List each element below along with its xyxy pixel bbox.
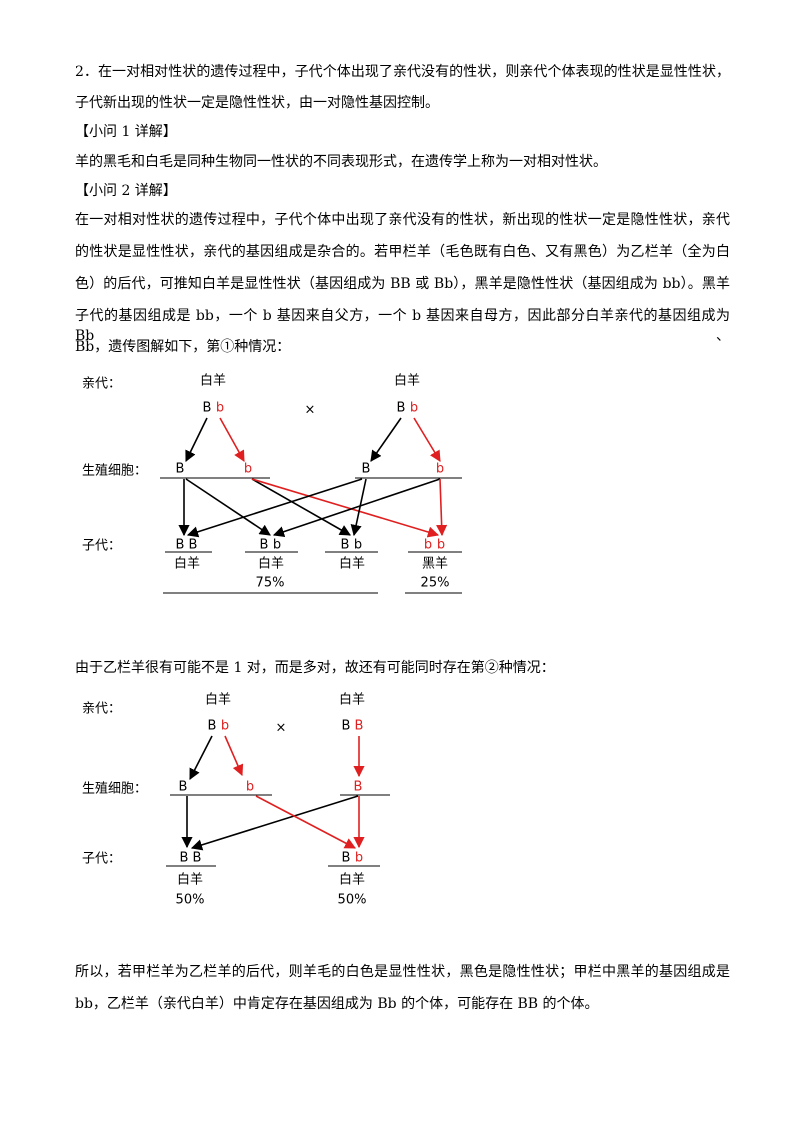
arrow bbox=[413, 417, 441, 462]
allele: B bbox=[342, 851, 351, 866]
phenotype: 白羊 bbox=[200, 373, 226, 389]
heading: 【小问 1 详解】 bbox=[75, 124, 177, 140]
arrow bbox=[272, 478, 441, 538]
allele: b bbox=[437, 538, 445, 553]
arrow bbox=[251, 478, 351, 536]
text-line: Bb，遗传图解如下，第①种情况： bbox=[75, 339, 291, 355]
gamete: B bbox=[362, 462, 371, 477]
ratio: 50% bbox=[338, 893, 367, 908]
text-line: bb，乙栏羊（亲代白羊）中肯定存在基因组成为 Bb 的个体，可能存在 BB 的个… bbox=[75, 996, 599, 1012]
phenotype: 白羊 bbox=[339, 692, 365, 708]
arrow bbox=[219, 417, 245, 462]
allele: b bbox=[410, 401, 418, 416]
diagram-2: 亲代： 白羊 白羊 B b B B × 生殖细胞： B b B 子代： B B … bbox=[82, 692, 390, 908]
text-line: 子代新出现的性状一定是隐性性状，由一对隐性基因控制。 bbox=[75, 95, 439, 111]
allele: B bbox=[342, 719, 351, 734]
arrow bbox=[251, 478, 440, 538]
label: 亲代： bbox=[82, 702, 121, 717]
label: 生殖细胞： bbox=[82, 463, 147, 479]
arrow bbox=[224, 735, 244, 777]
allele: b bbox=[221, 719, 229, 734]
phenotype: 黑羊 bbox=[422, 556, 448, 572]
label: 亲代： bbox=[82, 377, 121, 392]
phenotype: 白羊 bbox=[205, 692, 231, 708]
allele: B bbox=[355, 719, 364, 734]
phenotype: 白羊 bbox=[339, 556, 365, 572]
gamete: b bbox=[436, 462, 444, 477]
ratio: 25% bbox=[421, 576, 450, 591]
gamete: B bbox=[179, 780, 188, 795]
gamete: b bbox=[246, 780, 254, 795]
allele: B bbox=[203, 401, 212, 416]
allele: b bbox=[273, 538, 281, 553]
text-line: 在一对相对性状的遗传过程中，子代个体中出现了亲代没有的性状，新出现的性状一定是隐… bbox=[75, 212, 730, 228]
text-line: 子代的基因组成是 bb，一个 b 基因来自父方，一个 b 基因来自母方，因此部分… bbox=[75, 308, 730, 344]
phenotype: 白羊 bbox=[339, 872, 365, 888]
allele: B bbox=[397, 401, 406, 416]
arrow bbox=[436, 478, 448, 537]
allele: B bbox=[176, 538, 185, 553]
cross: × bbox=[276, 721, 287, 736]
allele: b bbox=[424, 538, 432, 553]
label: 子代： bbox=[82, 852, 121, 867]
text-line: 由于乙栏羊很有可能不是 1 对，而是多对，故还有可能同时存在第②种情况： bbox=[75, 660, 555, 676]
allele: B bbox=[341, 538, 350, 553]
arrow bbox=[255, 795, 356, 849]
allele: B bbox=[193, 851, 202, 866]
phenotype: 白羊 bbox=[174, 556, 200, 572]
text-line: 的性状是显性性状，亲代的基因组成是杂合的。若甲栏羊（毛色既有白色、又有黑色）为乙… bbox=[75, 244, 730, 260]
arrow bbox=[350, 478, 367, 537]
label: 生殖细胞： bbox=[82, 781, 147, 797]
allele: B bbox=[208, 719, 217, 734]
allele: b bbox=[354, 538, 362, 553]
gamete: b bbox=[244, 462, 252, 477]
phenotype: 白羊 bbox=[177, 872, 203, 888]
phenotype: 白羊 bbox=[258, 556, 284, 572]
allele: b bbox=[355, 851, 363, 866]
gamete: B bbox=[176, 462, 185, 477]
arrow bbox=[190, 795, 359, 851]
arrow bbox=[186, 478, 363, 538]
ratio: 50% bbox=[176, 893, 205, 908]
text-line: 色）的后代，可推知白羊是显性性状（基因组成为 BB 或 Bb），黑羊是隐性性状（… bbox=[75, 276, 730, 292]
allele: B bbox=[180, 851, 189, 866]
gamete: B bbox=[354, 780, 363, 795]
arrow bbox=[185, 417, 208, 463]
allele: B bbox=[260, 538, 269, 553]
phenotype: 白羊 bbox=[394, 373, 420, 389]
allele: b bbox=[216, 401, 224, 416]
allele: B bbox=[189, 538, 198, 553]
ratio: 75% bbox=[256, 576, 285, 591]
arrow bbox=[185, 478, 271, 536]
text-line: 羊的黑毛和白毛是同种生物同一性状的不同表现形式，在遗传学上称为一对相对性状。 bbox=[75, 154, 607, 170]
diagram-1: 亲代： 白羊 白羊 B b B b × 生殖细胞： B b B b bbox=[82, 373, 462, 594]
label: 子代： bbox=[82, 539, 121, 554]
heading: 【小问 2 详解】 bbox=[75, 183, 177, 199]
text-line: 2．在一对相对性状的遗传过程中，子代个体出现了亲代没有的性状，则亲代个体表现的性… bbox=[75, 64, 730, 80]
arrow bbox=[189, 735, 213, 780]
text-line: 所以，若甲栏羊为乙栏羊的后代，则羊毛的白色是显性性状，黑色是隐性性状；甲栏中黑羊… bbox=[75, 964, 730, 980]
arrow bbox=[370, 417, 402, 462]
cross: × bbox=[305, 403, 316, 418]
